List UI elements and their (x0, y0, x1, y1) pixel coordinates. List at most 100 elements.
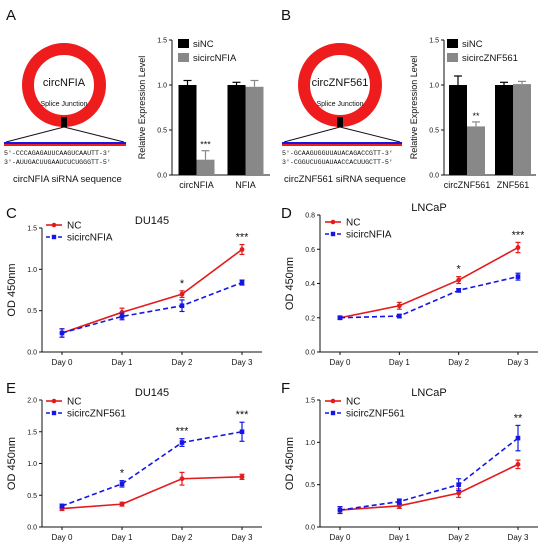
sirna-caption: circNFIA siRNA sequence (13, 174, 122, 185)
sequence-bar-blue (282, 142, 402, 144)
data-point (456, 490, 462, 496)
legend-label: sicircZNF561 (462, 53, 518, 64)
bar-sicircNFIA-circNFIA (196, 159, 215, 175)
data-point (239, 474, 245, 480)
bar-siNC-ZNF561 (495, 85, 513, 175)
sirna-seq-antisense: 3'-CGGUCUGUAUAACCACUUGCTT-5' (282, 159, 393, 166)
data-point (119, 481, 125, 487)
y-axis-label: OD 450nm (284, 257, 296, 310)
junction-label: Splice Junction (40, 101, 87, 108)
junction-line-left (283, 126, 341, 143)
data-point (397, 313, 402, 319)
circ-schematic-a: circNFIA Splice Junction 5'-CCCAGAGAUUCA… (4, 43, 126, 185)
x-category-label: Day 3 (508, 533, 529, 542)
series-line-NC (339, 246, 519, 319)
legend-marker (51, 234, 57, 240)
x-category-label: Day 3 (508, 358, 529, 367)
y-tick-label: 0.0 (305, 525, 315, 532)
y-tick-label: 0.0 (27, 525, 37, 532)
D-line-chart: 0.0 0.2 0.4 0.6 0.8 OD 450nm LNCaP Day 0 Day 1 Da… (284, 202, 538, 367)
data-point (59, 503, 65, 509)
data-point (239, 247, 245, 252)
junction-line-right (339, 126, 401, 143)
panel-letter-a: A (6, 7, 16, 24)
y-axis-label: Relative Expression Level (409, 56, 419, 160)
y-axis-label: OD 450nm (6, 263, 18, 316)
E-line-chart: 0.0 0.5 1.0 1.5 2.0 OD 450nm DU145 Day 0 Day 1 Da… (6, 387, 262, 542)
chart-title: DU145 (135, 387, 169, 399)
x-category-label: Day 0 (330, 533, 351, 542)
series-line-sicircNFIA (339, 275, 519, 319)
sequence-bar-red (4, 144, 126, 146)
legend-label: NC (346, 397, 360, 408)
legend-marker (51, 410, 57, 416)
y-tick-label: 0.5 (429, 128, 439, 135)
y-tick-label: 0.2 (305, 315, 315, 322)
panel-letter-b: B (281, 7, 291, 24)
chart-title: LNCaP (411, 387, 446, 399)
x-category-label: Day 2 (172, 358, 193, 367)
data-point (456, 482, 461, 487)
B-bar-chart: 0.0 0.5 1.0 1.5 Relative Expression Level cir… (409, 38, 536, 190)
y-tick-label: 1.5 (27, 226, 37, 233)
legend-marker (51, 222, 57, 228)
panel-letter-e: E (6, 380, 16, 397)
y-axis-label: Relative Expression Level (137, 56, 147, 160)
legend-marker (330, 398, 336, 404)
y-tick-label: 0.0 (429, 173, 439, 180)
data-point (119, 501, 125, 507)
y-tick-label: 1.0 (27, 461, 37, 468)
sequence-bar-blue (4, 142, 126, 144)
data-point (515, 245, 521, 250)
significance-label: * (180, 278, 185, 290)
data-point (239, 280, 245, 285)
x-category-label: Day 0 (330, 358, 351, 367)
data-point (515, 274, 521, 279)
junction-line-right (63, 126, 125, 143)
significance-label: *** (512, 229, 526, 241)
series-line-NC (61, 476, 243, 510)
y-tick-label: 1.5 (157, 38, 167, 45)
significance-label: *** (200, 140, 211, 150)
bar-siNC-NFIA (227, 85, 246, 175)
y-tick-label: 0.8 (305, 213, 315, 220)
data-point (397, 499, 402, 504)
legend-swatch (178, 39, 189, 48)
x-category-label: Day 3 (232, 533, 253, 542)
bar-sicircZNF561-ZNF561 (513, 84, 531, 175)
y-tick-label: 1.0 (27, 267, 37, 274)
x-category-label: Day 1 (112, 358, 133, 367)
x-category-label: circNFIA (179, 180, 214, 190)
x-category-label: Day 1 (389, 358, 410, 367)
data-point (119, 314, 125, 319)
y-tick-label: 1.0 (429, 83, 439, 90)
sirna-caption: circZNF561 siRNA sequence (284, 174, 406, 185)
y-axis-label: OD 450nm (284, 437, 296, 490)
significance-label: ** (514, 412, 523, 424)
legend-label: siNC (462, 39, 483, 50)
data-point (456, 277, 462, 283)
data-point (456, 288, 461, 293)
bar-sicircZNF561-circZNF561 (467, 126, 485, 175)
C-line-chart: 0.0 0.5 1.0 1.5 OD 450nm DU145 Day 0 Day 1 Day 2… (6, 215, 262, 367)
data-point (179, 303, 185, 309)
data-point (515, 461, 521, 467)
y-axis-label: OD 450nm (6, 437, 18, 490)
legend-label: sicircNFIA (193, 53, 237, 64)
charts: 0.0 0.5 1.0 1.5 Relative Expression Level cir… (6, 38, 538, 542)
legend-swatch (178, 53, 189, 62)
y-tick-label: 0.6 (305, 247, 315, 254)
x-category-label: Day 1 (389, 533, 410, 542)
y-tick-label: 0.5 (27, 308, 37, 315)
y-tick-label: 1.5 (27, 429, 37, 436)
sirna-seq-sense: 5'-CCCAGAGAUUCAAGUCAAUTT-3' (4, 150, 111, 157)
legend-swatch (447, 39, 458, 48)
series-line-sicircZNF561 (339, 437, 519, 511)
junction-label: Splice Junction (316, 101, 363, 108)
data-point (179, 440, 185, 445)
junction-marker (61, 117, 67, 127)
chart-title: DU145 (135, 215, 169, 227)
significance-label: ** (472, 111, 480, 121)
y-tick-label: 1.5 (429, 38, 439, 45)
